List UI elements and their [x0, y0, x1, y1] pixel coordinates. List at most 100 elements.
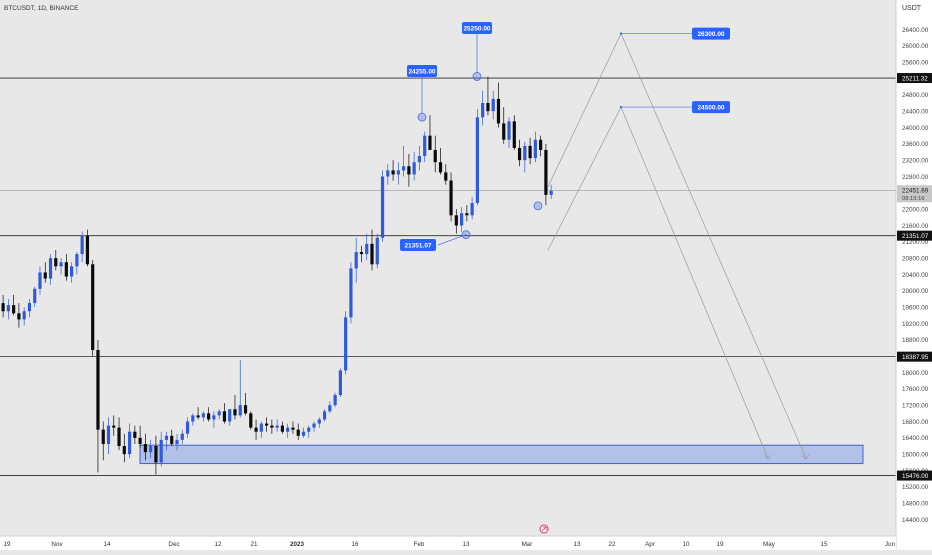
candle[interactable] [222, 411, 227, 422]
pivot-marker[interactable] [417, 112, 427, 122]
candle[interactable] [117, 427, 121, 446]
candle[interactable] [517, 147, 522, 161]
candle[interactable] [307, 427, 311, 432]
pivot-marker[interactable] [533, 201, 543, 211]
candle[interactable] [486, 103, 490, 112]
candle[interactable] [407, 166, 411, 175]
candle[interactable] [164, 435, 169, 440]
candle[interactable] [449, 180, 453, 216]
candle[interactable] [265, 423, 269, 426]
candle[interactable] [175, 439, 179, 444]
candle[interactable] [412, 162, 416, 175]
candle[interactable] [507, 121, 511, 140]
candle[interactable] [391, 170, 395, 175]
candle[interactable] [338, 370, 342, 395]
candle[interactable] [91, 264, 95, 351]
candle[interactable] [370, 243, 374, 265]
candle[interactable] [1, 303, 5, 312]
candle[interactable] [386, 170, 390, 177]
candle[interactable] [243, 405, 248, 414]
candle[interactable] [539, 139, 543, 150]
target-label-box[interactable] [692, 27, 730, 40]
candle[interactable] [249, 413, 253, 428]
candle[interactable] [122, 446, 126, 455]
candle[interactable] [33, 288, 37, 304]
candle[interactable] [317, 419, 321, 424]
candle[interactable] [549, 190, 553, 195]
candle[interactable] [296, 429, 300, 436]
candle[interactable] [43, 272, 47, 279]
candle[interactable] [238, 405, 242, 416]
candle[interactable] [523, 145, 527, 161]
candle[interactable] [217, 411, 221, 416]
candle[interactable] [275, 425, 279, 428]
candle[interactable] [402, 166, 406, 171]
candle[interactable] [59, 262, 63, 267]
candle[interactable] [528, 145, 532, 159]
candle[interactable] [80, 235, 84, 255]
candle[interactable] [444, 172, 448, 181]
candle[interactable] [112, 425, 116, 428]
candle[interactable] [233, 409, 237, 416]
candle[interactable] [212, 415, 216, 420]
candles[interactable] [1, 76, 553, 475]
candle[interactable] [201, 413, 205, 418]
candle[interactable] [196, 415, 200, 418]
candle[interactable] [101, 429, 105, 444]
candle[interactable] [75, 254, 79, 267]
candle[interactable] [396, 170, 400, 175]
candle[interactable] [286, 427, 290, 432]
candle[interactable] [6, 305, 10, 312]
candle[interactable] [491, 98, 495, 112]
candle[interactable] [481, 103, 485, 118]
candle[interactable] [96, 350, 100, 430]
candle[interactable] [12, 305, 16, 314]
candle[interactable] [27, 303, 32, 312]
candle[interactable] [291, 427, 295, 430]
candle[interactable] [180, 433, 184, 440]
candle[interactable] [344, 317, 348, 371]
price-label-box[interactable] [407, 65, 437, 77]
candle[interactable] [143, 443, 147, 453]
candle[interactable] [365, 243, 369, 255]
candle[interactable] [70, 266, 74, 277]
candle[interactable] [17, 313, 21, 320]
candle[interactable] [106, 425, 111, 444]
candle[interactable] [333, 394, 337, 406]
candle[interactable] [154, 446, 158, 463]
candle[interactable] [470, 203, 474, 216]
candle[interactable] [349, 268, 353, 318]
candle[interactable] [438, 162, 443, 173]
candle[interactable] [380, 176, 385, 238]
candle[interactable] [259, 423, 263, 432]
pivot-marker[interactable] [472, 72, 482, 81]
candle[interactable] [254, 427, 258, 432]
candle[interactable] [228, 409, 232, 422]
candle[interactable] [54, 258, 58, 267]
candle[interactable] [159, 439, 163, 463]
candle[interactable] [322, 411, 327, 420]
candle[interactable] [170, 435, 174, 444]
candle[interactable] [138, 437, 142, 444]
price-label-box[interactable] [400, 239, 436, 251]
candle[interactable] [496, 98, 501, 124]
candle[interactable] [38, 272, 42, 289]
candle[interactable] [423, 135, 427, 157]
candle[interactable] [280, 425, 285, 432]
candle[interactable] [512, 121, 516, 148]
candle[interactable] [22, 311, 26, 320]
candle[interactable] [433, 149, 437, 163]
candle[interactable] [127, 431, 132, 455]
candle[interactable] [64, 262, 68, 277]
demand-zone[interactable] [139, 444, 864, 465]
candle[interactable] [354, 252, 358, 269]
candle[interactable] [544, 149, 548, 195]
candle[interactable] [417, 156, 422, 163]
candle[interactable] [533, 139, 537, 159]
candle[interactable] [133, 431, 137, 438]
candle[interactable] [270, 425, 274, 428]
candle[interactable] [301, 431, 306, 436]
candle[interactable] [454, 215, 458, 226]
candle[interactable] [428, 135, 432, 150]
